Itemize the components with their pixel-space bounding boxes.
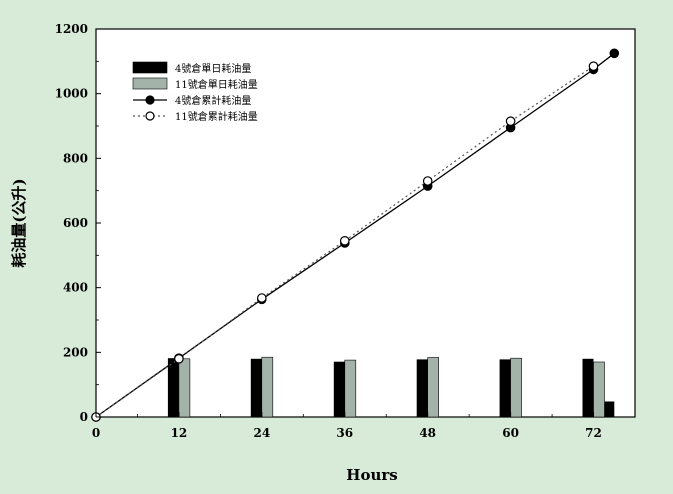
series-line — [95, 52, 615, 418]
y-tick-label: 1200 — [55, 22, 88, 36]
data-point — [588, 61, 599, 71]
bar — [510, 357, 522, 418]
y-axis-title: 耗油量(公升) — [10, 178, 28, 267]
bar — [250, 358, 262, 417]
x-tick-label: 72 — [585, 426, 602, 440]
data-point — [339, 236, 350, 246]
y-tick-label: 0 — [80, 410, 88, 424]
y-tick-label: 600 — [63, 216, 88, 230]
bar — [344, 359, 357, 418]
legend-label: 4號倉累計耗油量 — [175, 94, 251, 107]
y-tick-label: 800 — [63, 151, 88, 165]
bar — [416, 359, 428, 417]
data-point — [174, 353, 184, 364]
legend-marker — [145, 111, 155, 121]
legend-label: 11號倉累計耗油量 — [175, 110, 258, 123]
legend-label: 11號倉單日耗油量 — [175, 78, 258, 91]
data-point — [422, 176, 433, 186]
bars-layer — [167, 356, 615, 418]
data-point — [256, 293, 267, 303]
x-tick-label: 12 — [171, 426, 188, 440]
y-tick-label: 400 — [63, 281, 88, 295]
bar — [167, 358, 179, 417]
bar — [261, 356, 274, 418]
bar — [593, 361, 605, 418]
legend: 4號倉單日耗油量 11號倉單日耗油量 4號倉累計耗油量 11號倉累計耗油量 — [132, 61, 258, 123]
bar — [499, 359, 511, 417]
x-tick-label: 0 — [92, 426, 100, 440]
bar — [603, 401, 615, 417]
x-tick-label: 36 — [336, 426, 353, 440]
data-point — [609, 48, 620, 59]
bar — [582, 358, 594, 417]
y-tick-label: 200 — [63, 345, 88, 359]
bar — [427, 357, 440, 418]
bar — [333, 361, 345, 417]
legend-swatch — [132, 77, 168, 90]
x-tick-label: 48 — [419, 426, 436, 440]
axes-layer: 0 200 400 600 800 1000 1200 0 12 24 36 48 60 72 — [55, 22, 602, 440]
plot-area — [95, 28, 636, 418]
bar — [178, 358, 191, 418]
legend-marker — [145, 95, 155, 105]
x-tick-label: 24 — [253, 426, 270, 440]
data-point — [505, 116, 516, 126]
y-tick-label: 1000 — [55, 87, 88, 101]
x-tick-label: 60 — [502, 426, 519, 440]
legend-label: 4號倉單日耗油量 — [175, 62, 251, 75]
x-axis-title: Hours — [346, 466, 397, 484]
legend-swatch — [132, 61, 168, 74]
lines-layer — [91, 48, 620, 422]
